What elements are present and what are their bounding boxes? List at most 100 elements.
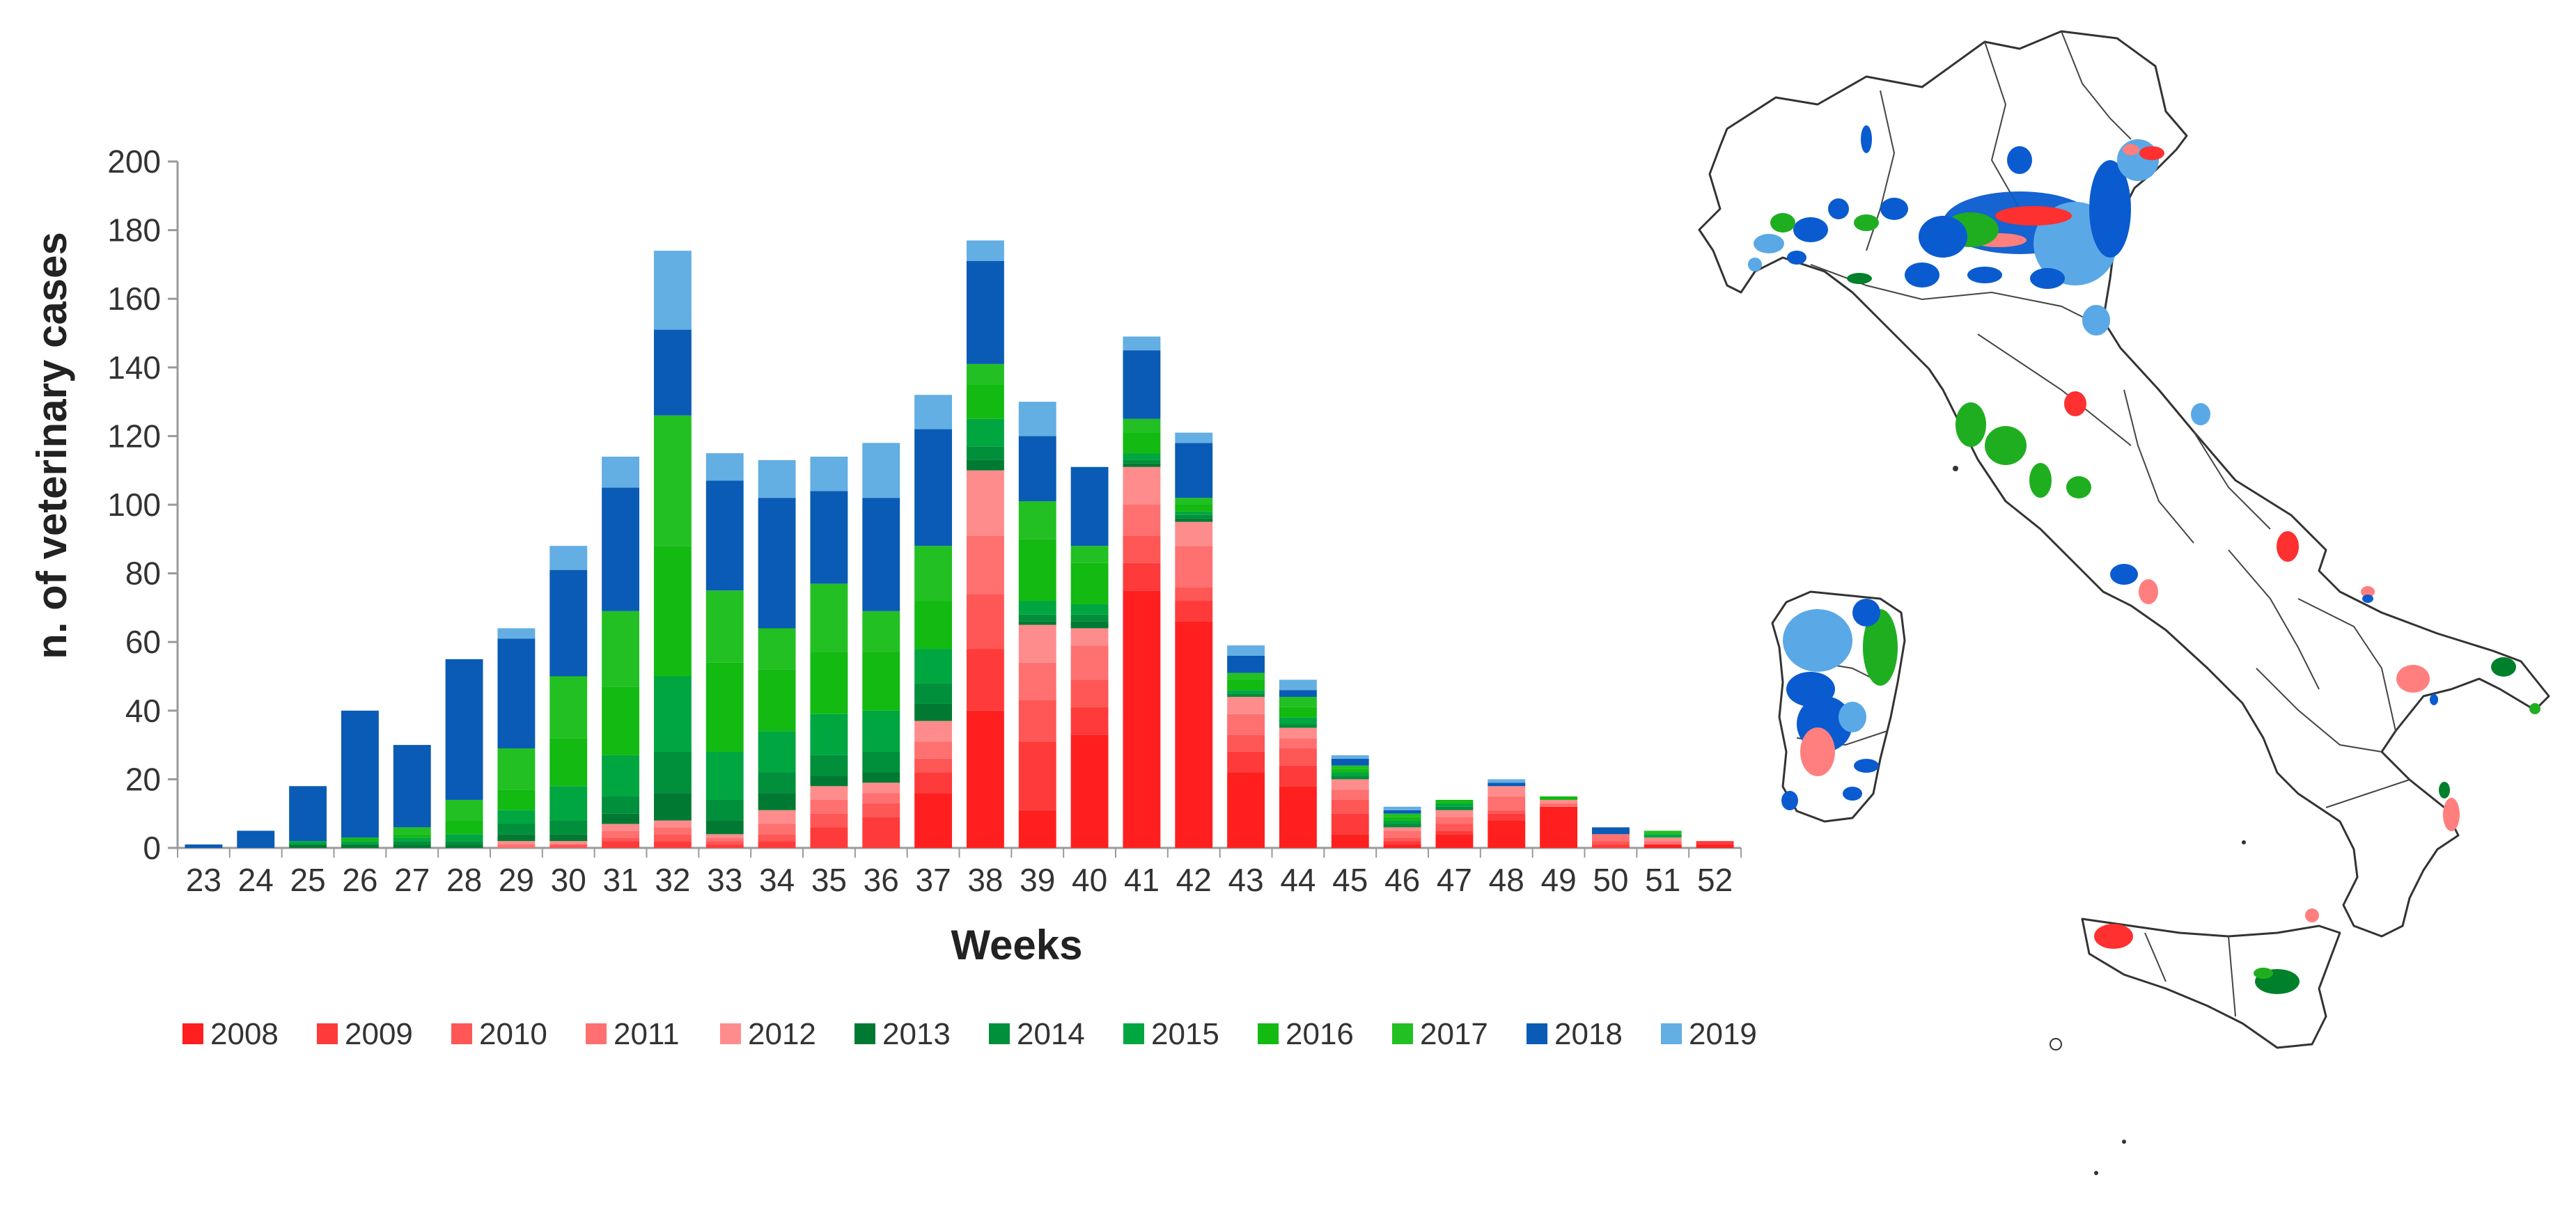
bar-segment-2011-week-46 (1383, 831, 1421, 838)
legend-label-2017: 2017 (1420, 1017, 1488, 1051)
y-tick-labels: 0 20 40 60 80 100 120 140 160 180 200 (107, 143, 161, 866)
bar-segment-2011-week-32 (653, 827, 692, 835)
bar-segment-2009-week-31 (602, 841, 640, 848)
bar-segment-2011-week-34 (758, 824, 796, 835)
bar-segment-2010-week-30 (549, 844, 588, 848)
bar-segment-2017-week-43 (1227, 672, 1265, 680)
legend-swatch-2011 (586, 1023, 607, 1044)
case-area (1828, 198, 1849, 219)
bar-segment-2008-week-52 (1696, 844, 1734, 848)
bar-segment-2012-week-33 (705, 834, 744, 838)
case-area (2066, 476, 2091, 498)
bar-segment-2019-week-34 (758, 459, 796, 498)
case-area (1839, 702, 1866, 732)
bar-segment-2010-week-42 (1175, 587, 1213, 601)
bar-segment-2019-week-42 (1175, 432, 1213, 443)
x-tick-label: 38 (967, 862, 1003, 898)
y-tick-label: 200 (107, 143, 161, 180)
x-tick-label: 31 (602, 862, 638, 898)
bar-segment-2018-week-50 (1591, 827, 1630, 835)
case-area (2529, 703, 2540, 714)
case-area (1854, 759, 1879, 773)
bar-segment-2008-week-40 (1070, 734, 1109, 848)
bar-segment-2019-week-32 (653, 251, 692, 330)
bar-segment-2009-week-32 (653, 841, 692, 848)
bar-segment-2019-week-29 (497, 628, 536, 639)
case-area (2362, 595, 2373, 603)
case-area (1854, 214, 1879, 231)
bar-segment-2017-week-44 (1279, 697, 1317, 707)
case-area (1852, 599, 1880, 627)
map-case-patches (1748, 125, 2540, 994)
x-tick-label: 32 (655, 862, 690, 898)
bar-segment-2010-week-48 (1488, 810, 1526, 814)
bar-segment-2016-week-49 (1540, 796, 1578, 800)
bar-segment-2016-week-27 (393, 834, 431, 838)
case-area (1800, 727, 1835, 776)
bar-segment-2010-week-46 (1383, 837, 1421, 842)
bar-segment-2012-week-32 (653, 820, 692, 828)
legend-swatch-2012 (720, 1023, 741, 1044)
bar-segment-2016-week-30 (549, 738, 588, 787)
y-tick-label: 40 (125, 693, 161, 729)
bar-segment-2014-week-31 (602, 796, 640, 814)
case-area (2123, 144, 2139, 155)
bar-segment-2011-week-42 (1175, 546, 1213, 588)
bar-segment-2014-week-42 (1175, 514, 1213, 519)
bar-segment-2015-week-27 (393, 837, 431, 842)
legend-swatch-2014 (989, 1023, 1010, 1044)
bar-segment-2011-week-48 (1488, 796, 1526, 810)
case-area (2030, 268, 2065, 289)
bar-segment-2011-week-40 (1070, 645, 1109, 680)
bar-segment-2018-week-25 (289, 786, 327, 842)
bar-segment-2014-week-35 (810, 755, 848, 776)
case-area (2082, 305, 2110, 336)
bar-segment-2018-week-44 (1279, 690, 1317, 698)
bar-segment-2011-week-45 (1331, 789, 1369, 800)
bar-segment-2019-week-45 (1331, 755, 1369, 759)
bar-segment-2015-week-28 (445, 834, 483, 842)
bar-segment-2014-week-28 (445, 841, 483, 845)
y-tick-label: 0 (143, 830, 161, 866)
bar-segment-2010-week-45 (1331, 799, 1369, 814)
bar-segment-2011-week-35 (810, 799, 848, 814)
legend-swatch-2008 (182, 1023, 203, 1044)
bar-segment-2011-week-49 (1540, 803, 1578, 807)
bar-segment-2013-week-33 (705, 820, 744, 835)
bar-segment-2012-week-31 (602, 824, 640, 831)
bar-segment-2016-week-44 (1279, 707, 1317, 718)
bar-segment-2018-week-24 (237, 831, 275, 848)
bar-segment-2008-week-43 (1227, 772, 1265, 848)
bar-segment-2010-week-33 (705, 841, 744, 845)
bar-segment-2012-week-38 (966, 470, 1004, 536)
bar-segment-2008-week-42 (1175, 621, 1213, 848)
x-tick-label: 49 (1540, 862, 1576, 898)
legend-swatch-2016 (1258, 1023, 1279, 1044)
bar-segment-2011-week-36 (862, 793, 900, 803)
bar-segment-2016-week-38 (966, 384, 1004, 419)
case-area (2110, 564, 2138, 585)
bar-segment-2010-week-47 (1435, 824, 1474, 831)
case-area (1787, 251, 1806, 265)
bar-segment-2009-week-36 (862, 817, 900, 848)
bar-segment-2013-week-29 (497, 834, 536, 842)
y-tick-label: 160 (107, 281, 161, 317)
x-tick-label: 26 (342, 862, 377, 898)
bar-segment-2019-week-48 (1488, 779, 1526, 783)
bar-segment-2011-week-38 (966, 535, 1004, 595)
case-area (2139, 579, 2158, 604)
bar-segment-2014-week-32 (653, 751, 692, 794)
x-tick-label: 33 (707, 862, 742, 898)
case-area (2443, 798, 2460, 831)
bar-segment-2015-week-37 (914, 649, 953, 684)
legend-label-2015: 2015 (1151, 1017, 1219, 1051)
bar-segment-2014-week-30 (549, 820, 588, 835)
bar-segment-2017-week-28 (445, 799, 483, 821)
bar-segment-2019-week-35 (810, 456, 848, 491)
case-area (2439, 782, 2450, 798)
bar-segment-2010-week-44 (1279, 748, 1317, 766)
bar-segment-2011-week-33 (705, 837, 744, 842)
x-tick-label: 51 (1645, 862, 1680, 898)
bar-segment-2018-week-27 (393, 745, 431, 828)
bar-segment-2010-week-34 (758, 834, 796, 842)
